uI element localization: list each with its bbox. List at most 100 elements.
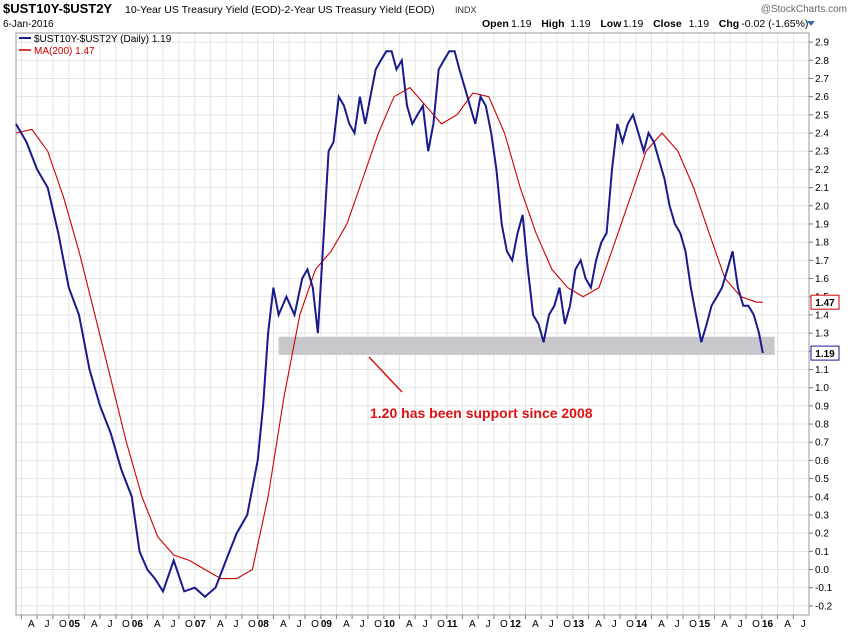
y-tick-label: 0.7: [815, 438, 829, 449]
x-tick-label: J: [549, 619, 554, 630]
plot-area-border: [15, 32, 810, 616]
y-tick-label: 0.1: [815, 547, 829, 558]
last-value-text: 1.47: [815, 298, 835, 309]
ohlc-label-open: Open: [482, 18, 509, 30]
y-tick-label: 2.8: [815, 56, 829, 67]
y-axis: -0.2 -0.1 0.0 0.1 0.2 0.3 0.4 0.5 0.6 0.7 0.8 0.9 1.…: [809, 38, 833, 612]
x-tick-label: 06: [132, 619, 144, 630]
annotation-arrow: [368, 356, 403, 393]
ohlc-value-open: 1.19: [511, 18, 532, 30]
y-tick-label: 0.2: [815, 529, 829, 540]
x-tick-label: 05: [69, 619, 81, 630]
x-tick-label: O: [122, 619, 130, 630]
x-tick-label: A: [595, 619, 602, 630]
y-tick-label: 1.6: [815, 274, 829, 285]
x-tick-label: O: [752, 619, 760, 630]
x-tick-label: O: [59, 619, 67, 630]
ohlc-label-chg: Chg: [719, 18, 739, 30]
y-tick-label: 0.6: [815, 456, 829, 467]
x-tick-label: O: [248, 619, 256, 630]
chart-description: 10-Year US Treasury Yield (EOD)-2-Year U…: [125, 4, 435, 16]
watermark: @StockCharts.com: [761, 4, 847, 15]
chart-symbol: $UST10Y-$UST2Y: [3, 1, 112, 16]
ohlc-value-low: 1.19: [623, 18, 644, 30]
y-tick-label: 1.7: [815, 256, 829, 267]
y-tick-label: 2.0: [815, 201, 829, 212]
x-tick-label: J: [233, 619, 238, 630]
y-tick-label: 0.0: [815, 565, 829, 576]
y-tick-label: 2.9: [815, 38, 829, 49]
x-tick-label: A: [721, 619, 728, 630]
x-tick-label: J: [423, 619, 428, 630]
x-tick-label: A: [658, 619, 665, 630]
x-tick-label: O: [437, 619, 445, 630]
y-tick-label: 2.6: [815, 92, 829, 103]
y-tick-label: 2.7: [815, 74, 829, 85]
x-tick-label: O: [563, 619, 571, 630]
x-tick-label: 11: [447, 619, 458, 630]
x-tick-label: 07: [195, 619, 207, 630]
x-tick-label: A: [28, 619, 35, 630]
x-tick-label: J: [486, 619, 491, 630]
x-tick-label: 08: [258, 619, 270, 630]
support-band: [278, 336, 775, 355]
ohlc-readout: Open 1.19 High 1.19 Low 1.19 Close 1.19 Chg -0.02…: [482, 18, 808, 30]
last-value-box: [810, 345, 840, 361]
x-tick-label: A: [217, 619, 224, 630]
y-tick-label: 1.0: [815, 383, 829, 394]
triangle-down-icon[interactable]: [807, 21, 815, 26]
x-tick-label: A: [406, 619, 413, 630]
y-tick-label: 0.5: [815, 474, 829, 485]
x-tick-label: O: [185, 619, 193, 630]
x-tick-label: A: [280, 619, 287, 630]
y-tick-label: 1.4: [815, 310, 829, 321]
x-tick-label: A: [532, 619, 539, 630]
y-tick-label: 0.9: [815, 401, 829, 412]
legend-entry-price: $UST10Y-$UST2Y (Daily) 1.19: [34, 34, 172, 45]
x-tick-label: O: [311, 619, 319, 630]
y-tick-label: 1.1: [815, 365, 829, 376]
last-value-label-1: 1.19: [810, 345, 840, 361]
last-value-labels: 1.47 1.19: [810, 294, 840, 361]
x-tick-label: O: [689, 619, 697, 630]
x-tick-label: J: [171, 619, 176, 630]
x-axis: A J O 05 A J O 06 A J O 07 A J O 08 A J O 09 A J O 10 A J O 11 A J O 12…: [20, 615, 806, 630]
x-tick-label: A: [343, 619, 350, 630]
ohlc-value-chg: -0.02 (-1.65%): [741, 18, 808, 30]
x-tick-label: 14: [636, 619, 648, 630]
ohlc-label-low: Low: [600, 18, 622, 30]
last-value-label-0: 1.47: [810, 294, 840, 310]
x-tick-label: J: [738, 619, 743, 630]
y-tick-label: 2.5: [815, 110, 829, 121]
last-value-box: [810, 294, 840, 310]
y-tick-label: -0.2: [815, 601, 833, 612]
legend: $UST10Y-$UST2Y (Daily) 1.19 MA(200) 1.47: [19, 34, 172, 57]
chart-date: 6-Jan-2016: [3, 19, 54, 30]
ohlc-value-high: 1.19: [570, 18, 591, 30]
y-tick-label: 1.3: [815, 329, 829, 340]
x-tick-label: A: [154, 619, 161, 630]
x-tick-label: O: [374, 619, 382, 630]
x-tick-label: O: [500, 619, 508, 630]
x-tick-label: 16: [762, 619, 774, 630]
legend-entry-ma: MA(200) 1.47: [34, 46, 95, 57]
y-tick-label: 2.3: [815, 147, 829, 158]
last-value-text: 1.19: [815, 349, 835, 360]
ma200-line: [15, 86, 763, 580]
y-tick-label: 1.9: [815, 219, 829, 230]
x-tick-label: 13: [573, 619, 585, 630]
y-tick-label: 2.1: [815, 183, 829, 194]
spread-price-line: [15, 50, 764, 599]
exchange-label: INDX: [455, 5, 477, 15]
x-tick-label: J: [108, 619, 113, 630]
x-tick-label: J: [360, 619, 365, 630]
y-tick-label: 0.4: [815, 492, 829, 503]
x-tick-label: 10: [384, 619, 396, 630]
x-tick-label: A: [91, 619, 98, 630]
x-tick-label: J: [612, 619, 617, 630]
x-tick-label: J: [297, 619, 302, 630]
y-tick-label: 1.8: [815, 238, 829, 249]
x-tick-label: A: [784, 619, 791, 630]
y-tick-label: 2.2: [815, 165, 829, 176]
